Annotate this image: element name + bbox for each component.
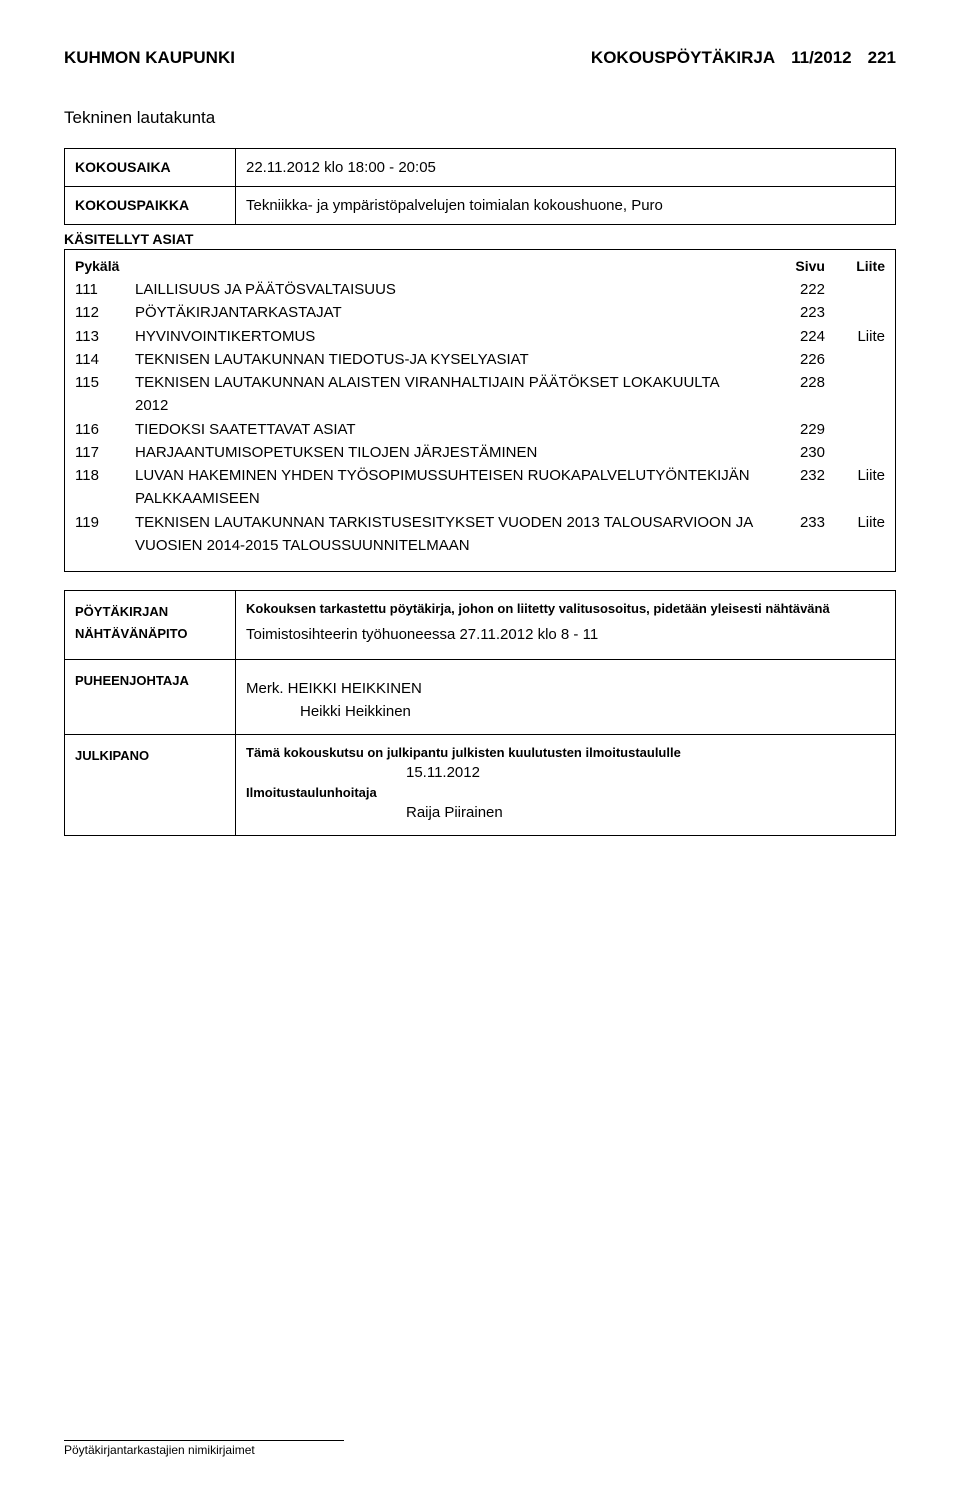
agenda-row: 117HARJAANTUMISOPETUKSEN TILOJEN JÄRJEST…	[75, 441, 885, 464]
meeting-time-value: 22.11.2012 klo 18:00 - 20:05	[235, 149, 895, 186]
poytakirja-label: PÖYTÄKIRJAN NÄHTÄVÄNÄPITO	[65, 591, 235, 659]
agenda-sivu: 228	[765, 371, 825, 418]
col-header-sivu: Sivu	[765, 258, 825, 274]
puheenjohtaja-label: PUHEENJOHTAJA	[65, 660, 235, 734]
agenda-sivu: 226	[765, 348, 825, 371]
agenda-title: LAILLISUUS JA PÄÄTÖSVALTAISUUS	[135, 278, 765, 301]
agenda-liite	[825, 418, 885, 441]
agenda-row: 116TIEDOKSI SAATETTAVAT ASIAT229	[75, 418, 885, 441]
agenda-pykala: 113	[75, 325, 135, 348]
agenda-sivu: 230	[765, 441, 825, 464]
agenda-pykala: 116	[75, 418, 135, 441]
agenda-row: 111LAILLISUUS JA PÄÄTÖSVALTAISUUS222	[75, 278, 885, 301]
agenda-title: LUVAN HAKEMINEN YHDEN TYÖSOPIMUSSUHTEISE…	[135, 464, 765, 511]
col-header-pykala: Pykälä	[75, 258, 135, 274]
julkipano-role: Ilmoitustaulunhoitaja	[246, 785, 885, 800]
agenda-liite: Liite	[825, 464, 885, 511]
agenda-liite	[825, 348, 885, 371]
agenda-liite: Liite	[825, 325, 885, 348]
agenda-title: TEKNISEN LAUTAKUNNAN TIEDOTUS-JA KYSELYA…	[135, 348, 765, 371]
items-heading: KÄSITELLYT ASIAT	[64, 231, 896, 247]
agenda-pykala: 115	[75, 371, 135, 418]
agenda-sivu: 229	[765, 418, 825, 441]
agenda-pykala: 111	[75, 278, 135, 301]
agenda-title: TEKNISEN LAUTAKUNNAN TARKISTUSESITYKSET …	[135, 511, 765, 558]
julkipano-date: 15.11.2012	[246, 764, 885, 781]
agenda-title: TEKNISEN LAUTAKUNNAN ALAISTEN VIRANHALTI…	[135, 371, 765, 418]
poytakirja-label-2: NÄHTÄVÄNÄPITO	[75, 626, 187, 641]
julkipano-value: Tämä kokouskutsu on julkipantu julkisten…	[235, 735, 895, 835]
agenda-row: 119TEKNISEN LAUTAKUNNAN TARKISTUSESITYKS…	[75, 511, 885, 558]
agenda-title: PÖYTÄKIRJANTARKASTAJAT	[135, 301, 765, 324]
julkipano-note: Tämä kokouskutsu on julkipantu julkisten…	[246, 745, 885, 760]
board-name: Tekninen lautakunta	[64, 108, 896, 128]
footer-initials: Pöytäkirjantarkastajien nimikirjaimet	[64, 1440, 344, 1457]
agenda-pykala: 117	[75, 441, 135, 464]
puheenjohtaja-value: Merk. HEIKKI HEIKKINEN Heikki Heikkinen	[235, 660, 895, 734]
page-number: 221	[868, 48, 896, 68]
puheenjohtaja-row: PUHEENJOHTAJA Merk. HEIKKI HEIKKINEN Hei…	[65, 659, 895, 734]
agenda-liite: Liite	[825, 511, 885, 558]
agenda-items-table: Pykälä Sivu Liite 111LAILLISUUS JA PÄÄTÖ…	[64, 249, 896, 572]
doc-number: 11/2012	[791, 48, 852, 68]
doc-type: KOKOUSPÖYTÄKIRJA	[591, 48, 775, 68]
agenda-pykala: 114	[75, 348, 135, 371]
meeting-time-row: KOKOUSAIKA 22.11.2012 klo 18:00 - 20:05	[65, 148, 895, 186]
agenda-title: HYVINVOINTIKERTOMUS	[135, 325, 765, 348]
meeting-place-value: Tekniikka- ja ympäristöpalvelujen toimia…	[235, 187, 895, 224]
document-header: KUHMON KAUPUNKI KOKOUSPÖYTÄKIRJA 11/2012…	[64, 48, 896, 68]
puheenjohtaja-name: Heikki Heikkinen	[246, 703, 885, 720]
puheenjohtaja-signature: Merk. HEIKKI HEIKKINEN	[246, 680, 885, 697]
agenda-liite	[825, 301, 885, 324]
col-header-title	[135, 258, 765, 274]
agenda-row: 112PÖYTÄKIRJANTARKASTAJAT223	[75, 301, 885, 324]
col-header-liite: Liite	[825, 258, 885, 274]
agenda-pykala: 119	[75, 511, 135, 558]
julkipano-label: JULKIPANO	[65, 735, 235, 835]
agenda-title: HARJAANTUMISOPETUKSEN TILOJEN JÄRJESTÄMI…	[135, 441, 765, 464]
agenda-row: 115TEKNISEN LAUTAKUNNAN ALAISTEN VIRANHA…	[75, 371, 885, 418]
agenda-pykala: 112	[75, 301, 135, 324]
meeting-info-table: KOKOUSAIKA 22.11.2012 klo 18:00 - 20:05 …	[64, 148, 896, 225]
agenda-sivu: 223	[765, 301, 825, 324]
agenda-sivu: 232	[765, 464, 825, 511]
poytakirja-row: PÖYTÄKIRJAN NÄHTÄVÄNÄPITO Kokouksen tark…	[65, 590, 895, 659]
poytakirja-label-1: PÖYTÄKIRJAN	[75, 604, 168, 619]
agenda-header-row: Pykälä Sivu Liite	[75, 258, 885, 274]
agenda-pykala: 118	[75, 464, 135, 511]
signatures-table: PÖYTÄKIRJAN NÄHTÄVÄNÄPITO Kokouksen tark…	[64, 590, 896, 836]
agenda-row: 118LUVAN HAKEMINEN YHDEN TYÖSOPIMUSSUHTE…	[75, 464, 885, 511]
agenda-liite	[825, 278, 885, 301]
agenda-title: TIEDOKSI SAATETTAVAT ASIAT	[135, 418, 765, 441]
agenda-sivu: 233	[765, 511, 825, 558]
meeting-place-row: KOKOUSPAIKKA Tekniikka- ja ympäristöpalv…	[65, 186, 895, 225]
header-right: KOKOUSPÖYTÄKIRJA 11/2012 221	[591, 48, 896, 68]
agenda-row: 114TEKNISEN LAUTAKUNNAN TIEDOTUS-JA KYSE…	[75, 348, 885, 371]
meeting-place-label: KOKOUSPAIKKA	[65, 187, 235, 224]
poytakirja-value: Kokouksen tarkastettu pöytäkirja, johon …	[235, 591, 895, 659]
agenda-liite	[825, 371, 885, 418]
julkipano-name: Raija Piirainen	[246, 804, 885, 821]
agenda-liite	[825, 441, 885, 464]
poytakirja-location: Toimistosihteerin työhuoneessa 27.11.201…	[246, 626, 885, 643]
agenda-row: 113HYVINVOINTIKERTOMUS224Liite	[75, 325, 885, 348]
org-name: KUHMON KAUPUNKI	[64, 48, 235, 68]
meeting-time-label: KOKOUSAIKA	[65, 149, 235, 186]
agenda-sivu: 222	[765, 278, 825, 301]
poytakirja-note: Kokouksen tarkastettu pöytäkirja, johon …	[246, 601, 885, 616]
agenda-sivu: 224	[765, 325, 825, 348]
julkipano-row: JULKIPANO Tämä kokouskutsu on julkipantu…	[65, 734, 895, 835]
